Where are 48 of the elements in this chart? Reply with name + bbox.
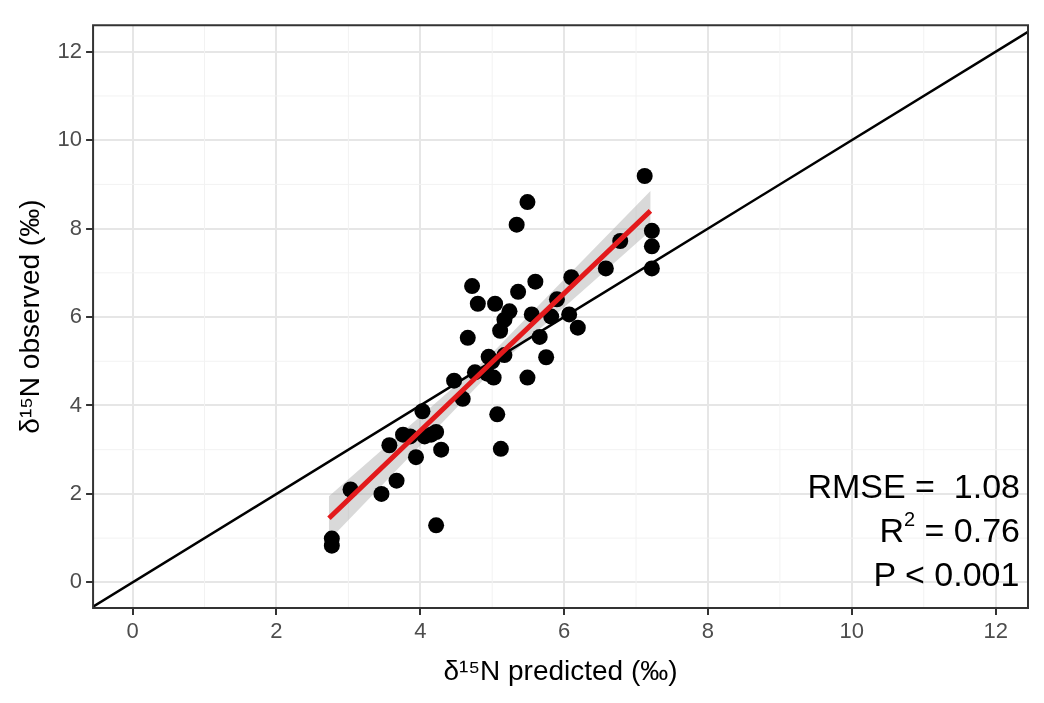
- y-tick-label: 6: [69, 303, 83, 329]
- point: [636, 167, 653, 184]
- point: [446, 372, 463, 389]
- point: [643, 222, 660, 239]
- point: [381, 437, 398, 454]
- point: [597, 260, 614, 277]
- annotation: P < 0.001: [873, 555, 1020, 593]
- point: [428, 517, 445, 534]
- y-tick-label: 4: [69, 391, 83, 417]
- point: [569, 319, 586, 336]
- point: [508, 216, 525, 233]
- point: [643, 238, 660, 255]
- point: [538, 349, 555, 366]
- point: [510, 283, 527, 300]
- point: [414, 403, 431, 420]
- annotation: RMSE = 1.08: [807, 467, 1021, 505]
- point: [459, 329, 476, 346]
- x-tick-label: 4: [414, 618, 427, 644]
- point: [527, 273, 544, 290]
- point: [485, 369, 502, 386]
- x-tick-label: 6: [558, 618, 571, 644]
- point: [519, 369, 536, 386]
- x-tick-label: 2: [270, 618, 283, 644]
- x-tick-label: 0: [126, 618, 139, 644]
- point: [531, 328, 548, 345]
- y-tick-label: 10: [57, 126, 83, 152]
- y-tick-label: 2: [69, 479, 83, 505]
- point: [433, 441, 450, 458]
- point: [407, 449, 424, 466]
- point: [489, 406, 506, 423]
- point: [388, 472, 405, 489]
- point: [519, 194, 536, 211]
- point: [643, 260, 660, 277]
- point: [469, 295, 486, 312]
- point: [561, 306, 578, 323]
- x-tick-label: 10: [839, 618, 865, 644]
- x-tick-label: 8: [701, 618, 715, 644]
- x-tick-label: 12: [983, 618, 1008, 644]
- point: [487, 295, 504, 312]
- point: [373, 485, 390, 502]
- point: [464, 278, 481, 295]
- y-axis-title: δ¹⁵N observed (‰): [13, 199, 45, 434]
- y-tick-label: 12: [57, 37, 83, 63]
- y-tick-label: 0: [69, 568, 83, 594]
- x-axis-title: δ¹⁵N predicted (‰): [443, 654, 678, 686]
- point: [501, 303, 518, 320]
- point: [492, 440, 509, 457]
- y-tick-label: 8: [69, 214, 83, 240]
